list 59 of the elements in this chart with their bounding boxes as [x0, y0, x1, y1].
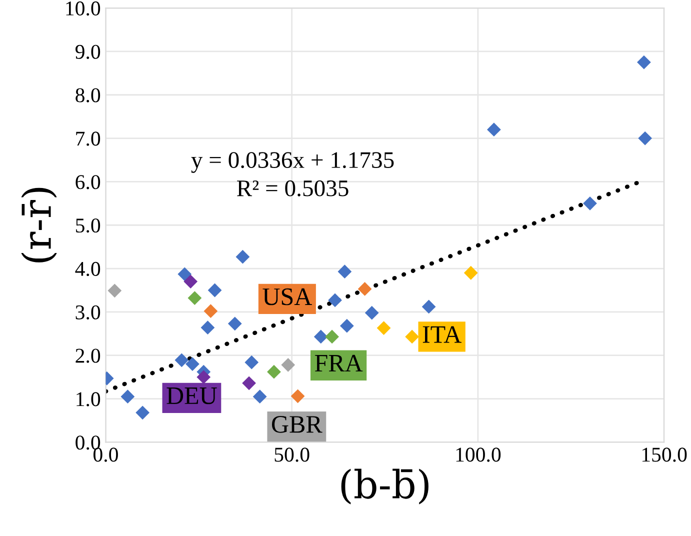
x-tick-label: 50.0: [274, 448, 310, 462]
point: [136, 406, 150, 420]
point: [196, 370, 211, 384]
point: [487, 122, 501, 137]
point: [464, 266, 478, 280]
series-label: DEU: [166, 388, 217, 404]
point: [638, 131, 652, 146]
point: [364, 306, 379, 320]
point: [583, 196, 597, 210]
y-tick-label: 2.0: [76, 348, 100, 363]
point: [120, 390, 135, 404]
point: [244, 355, 259, 370]
point: [184, 274, 198, 289]
y-tick-label: 3.0: [76, 305, 100, 320]
series-label: USA: [262, 288, 312, 306]
point: [267, 364, 281, 379]
y-tick-label: 6.0: [76, 175, 100, 190]
point: [340, 318, 354, 333]
point: [281, 358, 296, 372]
point: [314, 330, 328, 344]
point: [290, 389, 305, 404]
point: [637, 55, 651, 70]
point: [188, 291, 202, 306]
point: [204, 304, 218, 318]
point: [208, 283, 222, 298]
point: [186, 357, 200, 371]
point: [236, 250, 250, 264]
y-tick-label: 5.0: [76, 218, 100, 233]
point: [376, 321, 391, 335]
x-axis-title: (b-b̄): [341, 468, 428, 504]
point: [358, 282, 372, 296]
point: [405, 330, 420, 344]
x-tick-label: 100.0: [456, 448, 501, 462]
y-tick-label: 1.0: [76, 392, 100, 406]
point: [328, 293, 342, 308]
y-tick-label: 7.0: [76, 132, 100, 146]
point: [422, 300, 436, 314]
series-label: GBR: [272, 416, 322, 433]
y-tick-label: 8.0: [76, 88, 100, 102]
y-axis-title: (r-r̄): [21, 188, 57, 262]
point: [108, 284, 122, 298]
x-tick-label: 150.0: [642, 448, 687, 462]
point: [178, 267, 192, 282]
y-tick-label: 4.0: [75, 262, 100, 276]
y-tick-label: 9.0: [75, 44, 100, 59]
point: [200, 320, 215, 335]
series-label: ITA: [422, 326, 462, 343]
x-tick-label: 0.0: [93, 448, 118, 462]
point: [228, 316, 242, 331]
series-label: FRA: [314, 354, 363, 372]
annotation: y = 0.0336x + 1.1735: [191, 152, 394, 173]
y-tick-label: 0.0: [76, 436, 100, 450]
annotation: R² = 0.5035: [237, 180, 348, 196]
y-tick-label: 10.0: [66, 1, 100, 16]
point: [325, 330, 339, 344]
point: [174, 353, 189, 368]
point: [242, 376, 256, 390]
point: [338, 264, 352, 279]
point: [252, 390, 267, 404]
